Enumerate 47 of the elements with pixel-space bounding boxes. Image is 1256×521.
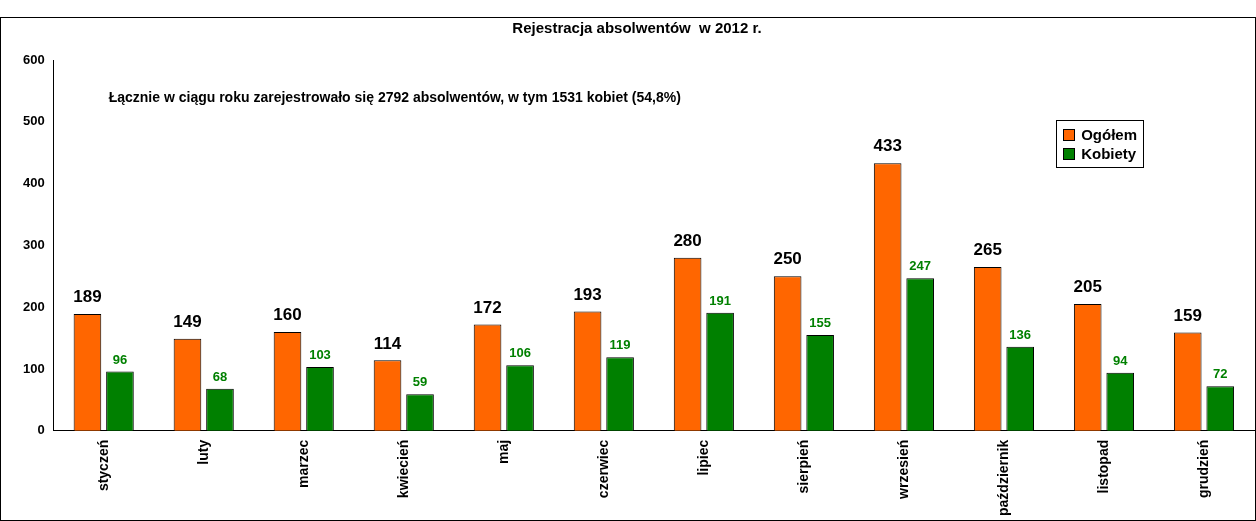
data-label: 114: [373, 333, 402, 353]
data-label: 280: [673, 230, 702, 250]
data-label: 68: [212, 368, 228, 384]
data-label: 191: [709, 292, 731, 308]
data-label: 59: [412, 374, 428, 390]
data-label: 72: [1213, 366, 1228, 382]
data-label: 193: [573, 284, 602, 304]
y-tick-label: 500: [22, 113, 45, 129]
data-label: 265: [973, 240, 1002, 260]
y-tick-label: 100: [22, 360, 45, 376]
data-label: 94: [1112, 352, 1129, 368]
x-tick-label: sierpień: [794, 439, 811, 494]
data-label: 205: [1073, 277, 1102, 297]
x-tick-label: czerwiec: [594, 439, 611, 499]
data-label: 189: [73, 287, 102, 307]
data-label: 160: [273, 305, 302, 325]
data-label: 172: [473, 297, 502, 317]
data-label: 103: [309, 347, 331, 363]
y-tick-label: 600: [22, 51, 45, 67]
data-label: 106: [509, 345, 531, 361]
chart-title: Rejestracja absolwentów w 2012 r.: [512, 19, 762, 37]
x-tick-label: styczeń: [94, 439, 111, 492]
y-tick-label: 400: [22, 175, 45, 191]
data-label: 433: [873, 136, 902, 156]
data-label: 155: [809, 315, 831, 331]
data-label: 119: [609, 337, 631, 353]
data-label: 149: [173, 311, 202, 331]
y-tick-label: 200: [22, 298, 45, 314]
x-tick-label: październik: [994, 439, 1011, 517]
data-label: 136: [1009, 326, 1032, 342]
data-label: 159: [1173, 305, 1202, 325]
data-label: 247: [909, 258, 932, 274]
legend-label: Ogółem: [1080, 126, 1137, 143]
y-tick-label: 0: [37, 422, 45, 438]
data-label: 96: [112, 351, 128, 367]
x-tick-label: kwiecień: [394, 439, 411, 499]
x-tick-label: wrzesień: [894, 439, 911, 500]
y-tick-label: 300: [22, 236, 45, 252]
annotation: Łącznie w ciągu roku zarejestrowało się 2792 absolwentów, w tym 1531 kobiet (54,8%): [108, 88, 681, 105]
x-tick-label: marzec: [294, 439, 311, 489]
data-label: 250: [773, 249, 802, 269]
x-tick-label: listopad: [1094, 439, 1111, 494]
x-tick-label: grudzień: [1194, 439, 1211, 499]
x-tick-label: maj: [494, 439, 511, 464]
legend-label: Kobiety: [1080, 145, 1137, 162]
x-tick-label: luty: [194, 439, 211, 465]
x-tick-label: lipiec: [694, 439, 711, 476]
